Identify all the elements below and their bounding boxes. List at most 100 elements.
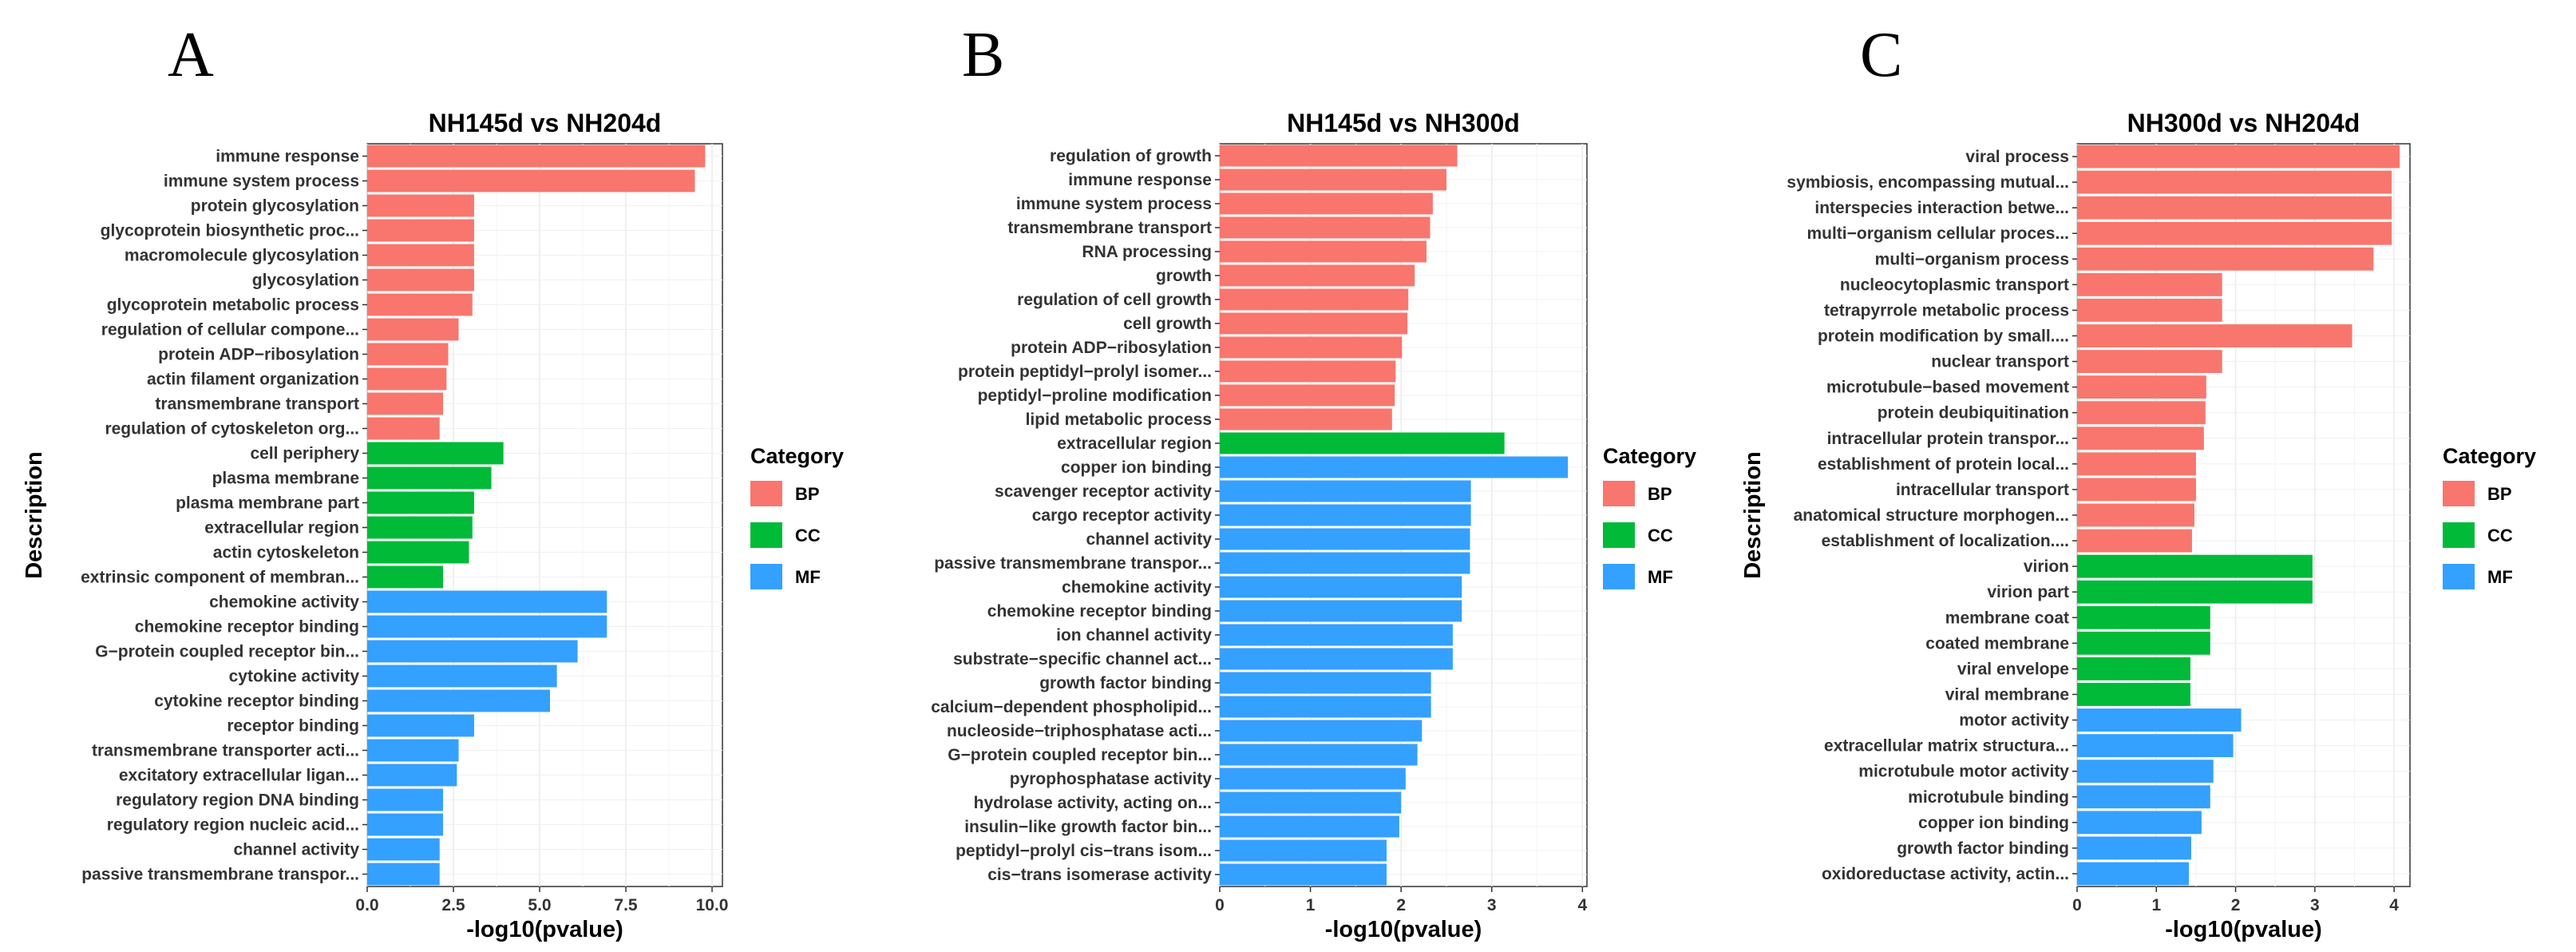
panel-title: NH145d vs NH204d	[429, 109, 662, 137]
y-tick-label: actin cytoskeleton	[213, 544, 359, 562]
y-tick-label: plasma membrane	[212, 470, 359, 488]
panel-title: NH145d vs NH300d	[1287, 109, 1520, 137]
y-tick-label: excitatory extracellular ligan...	[119, 767, 359, 785]
legend-swatch-bp	[2443, 481, 2475, 506]
bar-mf	[1220, 456, 1569, 478]
y-tick-label: glycosylation	[252, 272, 359, 290]
y-tick-label: symbiosis, encompassing mutual...	[1787, 173, 2069, 192]
bar-mf	[2077, 811, 2202, 835]
bar-cc	[367, 466, 492, 490]
bar-bp	[2077, 426, 2204, 450]
bar-cc	[1220, 432, 1505, 454]
bar-bp	[367, 219, 474, 242]
bar-mf	[1220, 863, 1387, 886]
bar-mf	[1220, 504, 1471, 526]
y-tick-label: lipid metabolic process	[1026, 411, 1212, 429]
y-tick-label: chemokine activity	[209, 593, 359, 612]
y-tick-label: regulatory region DNA binding	[116, 791, 359, 810]
bar-bp	[367, 343, 449, 366]
y-tick-label: establishment of localization....	[1822, 532, 2069, 550]
y-tick-label: plasma membrane part	[176, 494, 359, 513]
bar-bp	[1220, 336, 1403, 359]
bar-mf	[367, 689, 550, 712]
bar-bp	[2077, 196, 2392, 220]
bar-mf	[367, 739, 459, 762]
legend-swatch-cc	[1603, 522, 1635, 548]
bar-mf	[2077, 836, 2191, 860]
y-tick-label: G−protein coupled receptor bin...	[95, 643, 359, 661]
y-tick-label: intracellular protein transpor...	[1827, 430, 2069, 448]
x-axis-title: -log10(pvalue)	[2165, 917, 2322, 942]
legend-label: CC	[2487, 526, 2513, 545]
y-tick-label: cargo receptor activity	[1032, 506, 1213, 525]
panel-title: NH300d vs NH204d	[2127, 109, 2360, 137]
y-tick-label: multi−organism process	[1875, 250, 2069, 268]
y-tick-label: protein modification by small....	[1818, 327, 2069, 346]
y-tick-label: calcium−dependent phospholipid...	[931, 698, 1212, 716]
y-tick-label: microtubule motor activity	[1858, 763, 2069, 781]
bar-bp	[1220, 192, 1433, 215]
y-tick-label: viral process	[1965, 148, 2069, 166]
y-tick-label: oxidoreductase activity, actin...	[1822, 865, 2069, 883]
panel-letter: C	[1860, 20, 1902, 90]
y-tick-label: substrate−specific channel act...	[953, 650, 1212, 668]
bar-bp	[2077, 145, 2400, 169]
y-tick-label: protein glycosylation	[191, 197, 359, 216]
bar-cc	[367, 516, 473, 539]
y-tick-label: insulin−like growth factor bin...	[964, 818, 1212, 836]
bar-mf	[1220, 720, 1423, 742]
x-axis-title: -log10(pvalue)	[1325, 917, 1482, 942]
bar-bp	[367, 392, 444, 415]
y-tick-label: transmembrane transporter acti...	[92, 742, 359, 760]
y-tick-label: microtubule binding	[1908, 788, 2069, 807]
x-tick-label: 5.0	[528, 896, 551, 914]
bar-bp	[1220, 216, 1430, 239]
y-tick-label: cell periphery	[250, 445, 359, 463]
bar-bp	[1220, 288, 1409, 311]
y-tick-label: growth factor binding	[1897, 839, 2069, 858]
y-tick-label: immune system process	[1016, 195, 1212, 213]
y-tick-label: virion	[2024, 557, 2069, 576]
legend-swatch-mf	[750, 564, 782, 589]
legend-title: Category	[1603, 444, 1696, 468]
y-tick-label: regulatory region nucleic acid...	[107, 816, 359, 835]
legend-label: MF	[1648, 567, 1673, 587]
legend: Category BP CC MF	[2443, 444, 2536, 589]
legend-title: Category	[750, 444, 844, 468]
y-tick-label: virion part	[1987, 583, 2069, 601]
bar-mf	[1220, 768, 1406, 790]
bar-mf	[2077, 862, 2189, 886]
y-tick-label: cis−trans isomerase activity	[987, 866, 1212, 884]
bar-mf	[367, 838, 440, 861]
y-tick-label: interspecies interaction betwe...	[1814, 199, 2069, 217]
legend-label: CC	[1648, 526, 1673, 545]
bar-mf	[367, 863, 440, 886]
y-tick-label: regulation of cytoskeleton org...	[105, 420, 359, 438]
y-tick-label: G−protein coupled receptor bin...	[948, 746, 1212, 764]
bar-mf	[1220, 624, 1453, 646]
bar-mf	[1220, 744, 1418, 766]
y-tick-label: copper ion binding	[1918, 814, 2069, 832]
x-tick-label: 10.0	[696, 896, 729, 914]
bar-cc	[367, 442, 504, 465]
bar-mf	[367, 590, 607, 613]
bar-bp	[1220, 360, 1396, 383]
bar-bp	[2077, 170, 2392, 194]
y-tick-label: nucleocytoplasmic transport	[1840, 276, 2069, 294]
x-tick-label: 2.5	[441, 896, 465, 914]
bar-mf	[367, 788, 444, 811]
bar-mf	[1220, 839, 1387, 862]
bar-bp	[2077, 221, 2392, 245]
y-tick-label: macromolecule glycosylation	[125, 247, 359, 265]
y-tick-label: viral envelope	[1957, 660, 2069, 678]
legend-label: MF	[795, 567, 821, 587]
bar-cc	[2077, 605, 2210, 629]
y-tick-label: establishment of protein local...	[1818, 455, 2069, 474]
x-tick-label: 3	[2310, 896, 2320, 914]
bar-mf	[2077, 785, 2210, 809]
y-tick-label: nuclear transport	[1931, 353, 2069, 371]
bar-mf	[367, 764, 457, 787]
x-tick-label: 1	[2151, 896, 2161, 914]
y-tick-label: protein deubiquitination	[1878, 404, 2069, 422]
legend-swatch-cc	[2443, 522, 2475, 548]
